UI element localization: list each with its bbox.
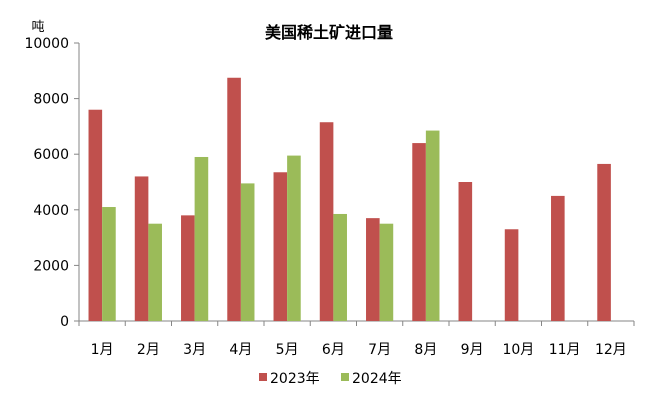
legend-swatch bbox=[341, 373, 349, 381]
y-tick-label: 2000 bbox=[33, 258, 69, 274]
legend-swatch bbox=[259, 373, 267, 381]
x-tick-label: 6月 bbox=[322, 342, 345, 358]
x-tick-label: 1月 bbox=[91, 342, 114, 358]
legend: 2023年 2024年 bbox=[259, 371, 402, 387]
bar-2023年-5月 bbox=[273, 172, 288, 321]
x-tick-label: 7月 bbox=[368, 342, 391, 358]
legend-label: 2024年 bbox=[352, 371, 402, 387]
y-tick-label: 4000 bbox=[33, 203, 69, 219]
y-tick-label: 6000 bbox=[33, 147, 69, 163]
x-tick-label: 2月 bbox=[137, 342, 160, 358]
bar-2023年-10月 bbox=[504, 229, 519, 321]
x-tick-label: 12月 bbox=[595, 342, 627, 358]
bar-2024年-7月 bbox=[379, 223, 394, 321]
bar-2024年-5月 bbox=[287, 155, 301, 321]
bar-2024年-8月 bbox=[425, 130, 440, 321]
bar-2024年-3月 bbox=[194, 156, 209, 321]
bar-2024年-6月 bbox=[333, 213, 347, 321]
y-tick-label: 10000 bbox=[24, 36, 69, 52]
bar-2023年-7月 bbox=[366, 218, 380, 321]
x-tick-label: 10月 bbox=[502, 342, 534, 358]
bar-2024年-2月 bbox=[148, 223, 162, 321]
y-axis-unit-label: 吨 bbox=[31, 20, 44, 35]
x-tick-label: 8月 bbox=[414, 342, 437, 358]
x-tick-label: 11月 bbox=[549, 342, 581, 358]
bar-2023年-11月 bbox=[551, 195, 565, 321]
bar-2023年-12月 bbox=[597, 163, 611, 321]
y-tick-label: 0 bbox=[60, 314, 69, 330]
bar-2023年-8月 bbox=[412, 143, 426, 321]
bar-2024年-4月 bbox=[240, 183, 255, 321]
legend-label: 2023年 bbox=[270, 371, 320, 387]
bar-2023年-9月 bbox=[458, 182, 473, 321]
chart-title: 美国稀土矿进口量 bbox=[265, 23, 393, 42]
bar-2024年-1月 bbox=[102, 207, 116, 321]
bar-2023年-1月 bbox=[88, 109, 103, 321]
plot-area: 0 2000 4000 6000 8000 10000 1月 2月 3月 4月 5月 6月 7月 8月 9月… bbox=[24, 36, 635, 358]
bar-2023年-6月 bbox=[319, 122, 334, 321]
bar-2023年-4月 bbox=[227, 77, 241, 321]
x-tick-label: 5月 bbox=[276, 342, 299, 358]
x-tick-label: 9月 bbox=[461, 342, 484, 358]
y-tick-label: 8000 bbox=[33, 92, 69, 108]
bar-2023年-2月 bbox=[134, 176, 149, 321]
bar-2023年-3月 bbox=[181, 215, 195, 321]
x-tick-label: 4月 bbox=[229, 342, 252, 358]
x-tick-label: 3月 bbox=[183, 342, 206, 358]
